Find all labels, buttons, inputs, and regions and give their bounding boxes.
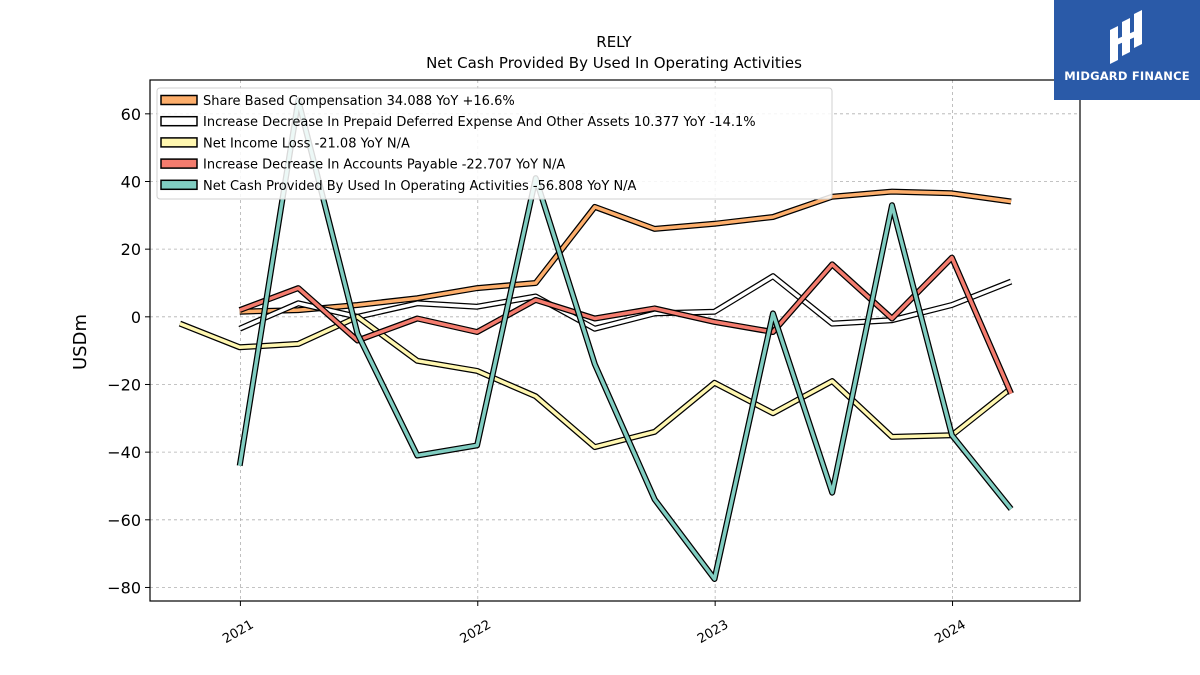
legend-label: Share Based Compensation 34.088 YoY +16.… [203, 94, 515, 109]
y-tick-label: −60 [107, 511, 141, 530]
y-tick-label: −40 [107, 443, 141, 462]
series-1-stroke [239, 189, 1012, 314]
x-tick-label: 2023 [695, 617, 731, 647]
y-tick-label: 60 [121, 105, 141, 124]
series-3-line [178, 313, 1013, 451]
chart-title: RELY [596, 33, 632, 51]
brand-name: MIDGARD FINANCE [1064, 69, 1190, 83]
y-tick-label: 40 [121, 172, 141, 191]
legend: Share Based Compensation 34.088 YoY +16.… [156, 87, 833, 200]
legend-swatch [160, 179, 198, 191]
series-1-line [239, 188, 1012, 315]
series-5-line [236, 97, 1014, 582]
legend-label: Net Cash Provided By Used In Operating A… [203, 179, 637, 194]
series-3-outline [178, 313, 1013, 451]
x-tick-label: 2022 [458, 617, 494, 647]
legend-label: Net Income Loss -21.08 YoY N/A [203, 136, 410, 151]
series-2-stroke [239, 274, 1012, 331]
y-axis-label: USDm [70, 314, 91, 370]
legend-swatch [160, 137, 198, 148]
brand-logo: MIDGARD FINANCE [1054, 0, 1200, 100]
x-tick-label: 2024 [932, 617, 968, 647]
series-4-stroke [239, 255, 1013, 395]
series-5-stroke [237, 98, 1013, 581]
legend-swatch [160, 94, 198, 106]
legend-swatch [160, 158, 198, 169]
series-4-line [238, 254, 1014, 395]
legend-label: Increase Decrease In Accounts Payable -2… [203, 158, 565, 173]
y-tick-label: 0 [131, 308, 141, 327]
y-tick-label: −80 [107, 578, 141, 597]
legend-label: Increase Decrease In Prepaid Deferred Ex… [203, 115, 756, 130]
series-2-line [238, 273, 1013, 332]
x-tick-label: 2021 [220, 617, 256, 647]
midgard-logo-icon [1110, 10, 1142, 64]
plot-frame [149, 79, 1081, 602]
legend-swatch [160, 115, 198, 127]
chart-subtitle: Net Cash Provided By Used In Operating A… [426, 54, 802, 72]
series-3-stroke [179, 315, 1013, 449]
y-tick-label: −20 [107, 375, 141, 394]
y-tick-label: 20 [121, 240, 141, 259]
series-lines [178, 97, 1014, 582]
legend-box [156, 87, 833, 200]
